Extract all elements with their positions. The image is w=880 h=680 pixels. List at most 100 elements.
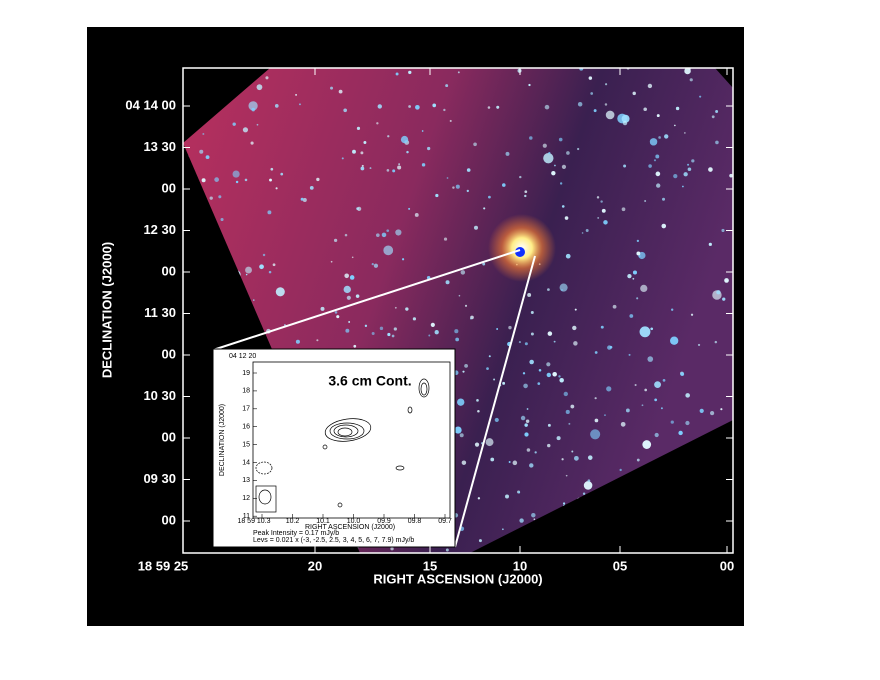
star bbox=[606, 386, 612, 392]
star bbox=[199, 149, 204, 154]
x-tick-label: 00 bbox=[720, 558, 734, 573]
inset-y-tick-label: 16 bbox=[242, 424, 250, 431]
star bbox=[458, 294, 461, 297]
inset-y-tick-label: 14 bbox=[242, 459, 250, 466]
star bbox=[386, 169, 390, 172]
star bbox=[505, 494, 510, 499]
y-tick-label: 12 30 bbox=[143, 222, 176, 237]
star bbox=[526, 408, 529, 410]
star bbox=[655, 154, 660, 159]
star bbox=[699, 408, 704, 413]
star bbox=[461, 460, 467, 465]
star bbox=[553, 340, 556, 343]
star bbox=[604, 414, 606, 417]
star bbox=[594, 351, 598, 354]
star bbox=[590, 429, 601, 440]
star bbox=[360, 166, 365, 171]
star bbox=[474, 442, 480, 447]
star bbox=[528, 83, 531, 87]
star bbox=[687, 167, 692, 172]
star bbox=[620, 421, 626, 427]
star bbox=[269, 178, 272, 182]
star bbox=[639, 326, 651, 338]
star bbox=[391, 334, 395, 338]
y-tick-label: 10 30 bbox=[143, 388, 176, 403]
star bbox=[720, 408, 723, 411]
star bbox=[554, 164, 556, 167]
star bbox=[415, 104, 420, 110]
star bbox=[690, 313, 694, 316]
star bbox=[529, 359, 534, 365]
star bbox=[561, 164, 567, 169]
star bbox=[522, 372, 526, 375]
star bbox=[524, 194, 527, 198]
star bbox=[361, 164, 364, 167]
star bbox=[604, 103, 608, 106]
star bbox=[530, 332, 534, 336]
star bbox=[547, 288, 550, 291]
star bbox=[632, 91, 636, 96]
star bbox=[581, 232, 584, 234]
star bbox=[377, 104, 382, 109]
star bbox=[482, 262, 486, 266]
star bbox=[708, 167, 713, 172]
star bbox=[405, 307, 409, 311]
star bbox=[683, 172, 688, 177]
star bbox=[729, 173, 733, 178]
star bbox=[376, 122, 379, 125]
inset-y-tick-label: 18 bbox=[242, 388, 250, 395]
star bbox=[201, 178, 206, 183]
star bbox=[466, 168, 471, 172]
x-tick-label: 20 bbox=[308, 558, 322, 573]
star bbox=[548, 151, 551, 155]
star bbox=[343, 108, 348, 113]
star bbox=[689, 78, 693, 82]
star bbox=[268, 270, 272, 274]
star bbox=[334, 311, 338, 314]
star bbox=[414, 213, 419, 217]
star bbox=[537, 382, 541, 386]
star bbox=[621, 207, 626, 212]
star bbox=[435, 193, 439, 198]
star bbox=[218, 195, 222, 199]
star bbox=[714, 340, 718, 344]
star bbox=[383, 245, 394, 256]
star bbox=[600, 200, 603, 203]
star bbox=[649, 138, 658, 146]
star bbox=[446, 177, 449, 179]
star bbox=[459, 433, 464, 438]
star bbox=[353, 344, 357, 348]
y-tick-label: 13 30 bbox=[143, 139, 176, 154]
star bbox=[457, 398, 465, 406]
star bbox=[524, 342, 528, 346]
y-label: DECLINATION (J2000) bbox=[99, 242, 114, 378]
star bbox=[622, 120, 628, 126]
star bbox=[588, 76, 593, 80]
star bbox=[244, 178, 248, 182]
star bbox=[487, 106, 491, 109]
star bbox=[656, 114, 660, 118]
star bbox=[711, 115, 715, 119]
star bbox=[488, 355, 491, 358]
star bbox=[697, 343, 701, 347]
star bbox=[603, 220, 608, 225]
star bbox=[594, 397, 597, 400]
star bbox=[351, 256, 354, 259]
inset-peak: Peak Intensity = 0.17 mJy/b bbox=[253, 530, 339, 537]
star bbox=[612, 304, 617, 309]
inset-levels: Levs = 0.021 x (-3, -2.5, 2.5, 3, 4, 5, … bbox=[253, 537, 414, 544]
star bbox=[519, 175, 522, 179]
star bbox=[716, 290, 721, 295]
star bbox=[572, 325, 577, 331]
star bbox=[496, 105, 500, 109]
star bbox=[597, 216, 600, 219]
star bbox=[573, 341, 578, 346]
star bbox=[524, 432, 529, 437]
star bbox=[381, 232, 387, 238]
star bbox=[330, 86, 334, 90]
star bbox=[259, 264, 264, 270]
inset-ytop: 04 12 20 bbox=[229, 353, 256, 360]
star bbox=[265, 76, 269, 80]
star bbox=[421, 163, 426, 167]
